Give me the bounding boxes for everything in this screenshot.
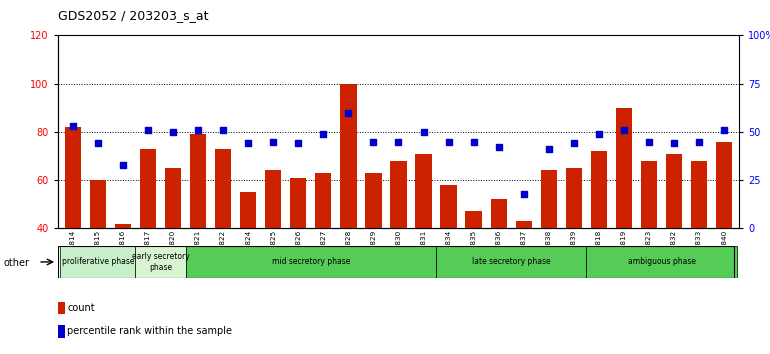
Point <box>367 139 380 144</box>
Bar <box>115 223 131 325</box>
Point <box>117 162 129 167</box>
Text: ambiguous phase: ambiguous phase <box>628 257 695 267</box>
Point <box>443 139 455 144</box>
Bar <box>490 199 507 325</box>
Point <box>292 141 304 146</box>
Bar <box>65 127 81 325</box>
Point <box>217 127 229 133</box>
Point <box>417 129 430 135</box>
Bar <box>691 161 708 325</box>
Bar <box>415 154 432 325</box>
Point <box>317 131 330 137</box>
Bar <box>616 108 632 325</box>
Bar <box>315 173 331 325</box>
Point <box>693 139 705 144</box>
Bar <box>165 168 181 325</box>
Point <box>392 139 404 144</box>
Point <box>267 139 280 144</box>
Point <box>142 127 154 133</box>
Bar <box>365 173 382 325</box>
Bar <box>58 325 65 338</box>
Point <box>668 141 680 146</box>
FancyBboxPatch shape <box>436 246 587 278</box>
Text: GDS2052 / 203203_s_at: GDS2052 / 203203_s_at <box>58 9 208 22</box>
Bar <box>440 185 457 325</box>
Bar <box>641 161 657 325</box>
Bar <box>58 302 65 314</box>
Point <box>718 127 730 133</box>
Point <box>242 141 254 146</box>
Point <box>567 141 580 146</box>
Point <box>167 129 179 135</box>
Point <box>67 123 79 129</box>
Point <box>342 110 354 115</box>
FancyBboxPatch shape <box>60 246 136 278</box>
FancyBboxPatch shape <box>587 246 737 278</box>
Bar <box>591 151 607 325</box>
Bar <box>716 142 732 325</box>
Point <box>593 131 605 137</box>
Bar <box>390 161 407 325</box>
Point <box>467 139 480 144</box>
Text: late secretory phase: late secretory phase <box>472 257 551 267</box>
Point <box>618 127 630 133</box>
Text: count: count <box>68 303 95 313</box>
FancyBboxPatch shape <box>136 246 186 278</box>
FancyBboxPatch shape <box>186 246 436 278</box>
Text: early secretory
phase: early secretory phase <box>132 252 189 272</box>
Text: other: other <box>4 258 30 268</box>
Point <box>493 144 505 150</box>
Bar <box>190 134 206 325</box>
Point <box>643 139 655 144</box>
Bar <box>666 154 682 325</box>
Bar <box>89 180 106 325</box>
Text: mid secretory phase: mid secretory phase <box>272 257 350 267</box>
Bar <box>566 168 582 325</box>
Point <box>192 127 204 133</box>
Bar <box>215 149 231 325</box>
Point <box>517 191 530 196</box>
Bar <box>265 170 281 325</box>
Point <box>92 141 104 146</box>
Bar <box>541 170 557 325</box>
Point <box>543 147 555 152</box>
Bar <box>240 192 256 325</box>
Text: proliferative phase: proliferative phase <box>62 257 134 267</box>
Text: percentile rank within the sample: percentile rank within the sample <box>68 326 233 336</box>
Bar <box>466 211 482 325</box>
Bar <box>290 178 306 325</box>
Bar <box>340 84 357 325</box>
Bar <box>140 149 156 325</box>
Bar <box>516 221 532 325</box>
